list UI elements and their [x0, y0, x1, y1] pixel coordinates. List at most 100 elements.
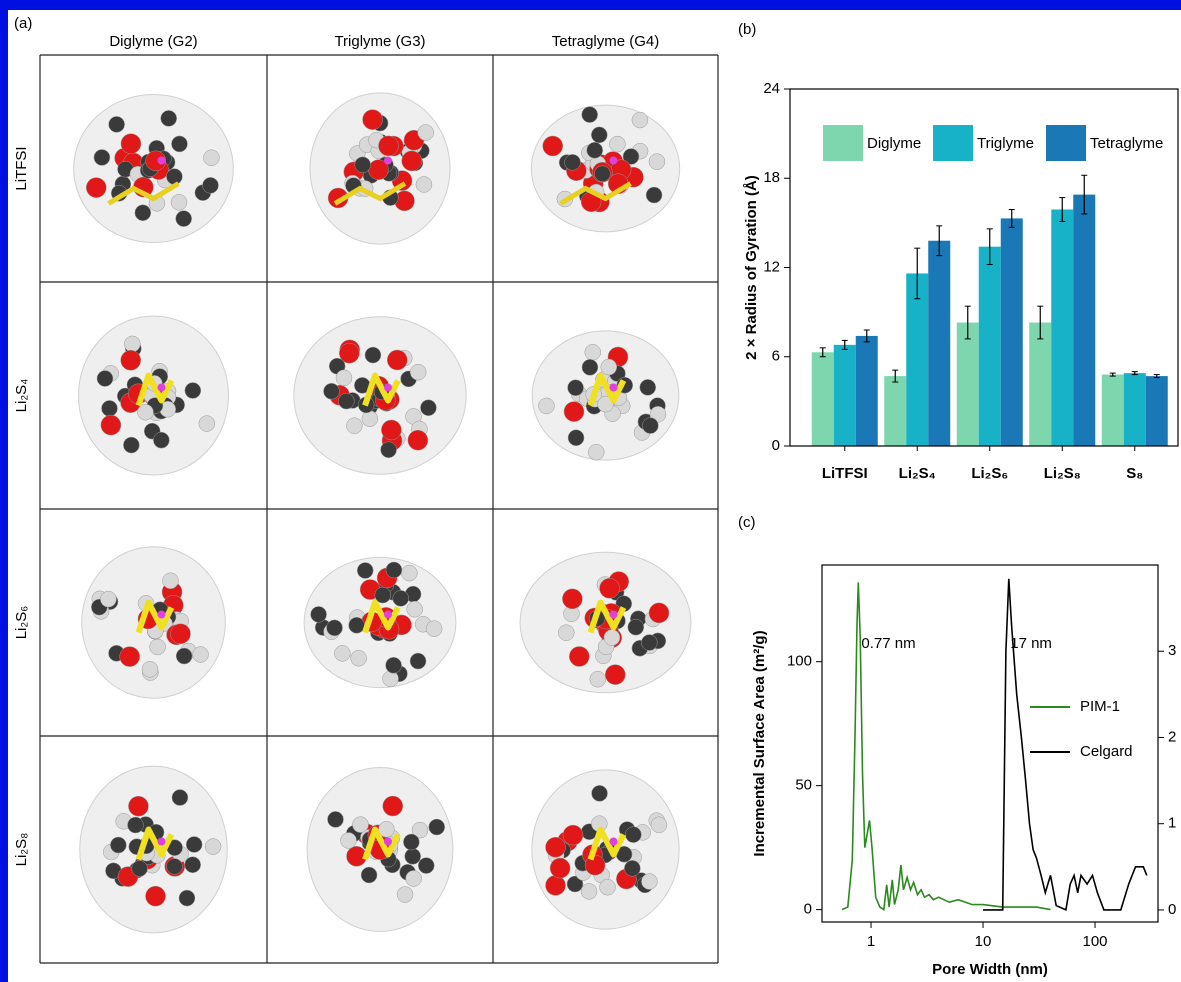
molecule: [309, 92, 451, 245]
molecule: [530, 104, 681, 233]
atom: [192, 646, 209, 663]
lithium: [157, 610, 166, 619]
bar: [928, 240, 951, 446]
lithium: [609, 610, 618, 619]
anion: [559, 181, 632, 206]
atom: [567, 429, 585, 447]
panel-label: (b): [738, 21, 756, 38]
atom: [409, 652, 427, 670]
atom: [609, 135, 626, 153]
atom: [562, 824, 584, 846]
atom: [382, 670, 399, 688]
y2-tick-label: 2: [1168, 728, 1176, 745]
legend-label: Tetraglyme: [1090, 135, 1163, 152]
sulfur-chain: [362, 826, 401, 861]
atom: [405, 870, 422, 887]
atom: [645, 186, 663, 204]
sulfur-chain: [587, 372, 627, 407]
atom: [93, 149, 111, 166]
atom: [171, 789, 189, 806]
atom: [396, 886, 414, 903]
y2-tick-label: 0: [1168, 901, 1176, 918]
atom: [401, 564, 418, 582]
atom: [128, 795, 149, 817]
atom: [334, 645, 351, 662]
bar: [833, 344, 856, 446]
annotation: 17 nm: [1010, 635, 1052, 652]
atom: [584, 344, 601, 361]
atom: [642, 417, 659, 434]
bar: [978, 246, 1001, 446]
y-tick-label: 6: [772, 348, 780, 365]
atom: [381, 419, 402, 441]
plot-frame: [821, 564, 1159, 923]
y-tick-label: 0: [772, 437, 780, 454]
sulfur-chain: [135, 826, 175, 861]
y2-tick-label: 1: [1168, 815, 1176, 832]
y-tick-label: 0: [804, 901, 812, 918]
bar: [884, 376, 907, 446]
molecule: [306, 767, 454, 932]
atom: [625, 826, 642, 843]
atom: [587, 443, 605, 461]
molecule: [531, 769, 680, 930]
lithium: [384, 383, 392, 392]
y-axis-title: 2 × Radius of Gyration (Å): [743, 175, 760, 360]
panel-label: (a): [14, 15, 32, 32]
line-series: [841, 582, 1051, 911]
atom: [166, 168, 183, 185]
atom: [567, 379, 584, 396]
y-tick-label: 50: [795, 777, 812, 794]
atom: [162, 572, 179, 589]
atom: [145, 885, 166, 907]
y-axis-title: Incremental Surface Area (m²/g): [751, 630, 768, 856]
atom: [96, 370, 114, 387]
atom: [352, 816, 369, 833]
atom: [110, 836, 127, 854]
atom: [198, 415, 216, 432]
atom: [362, 109, 383, 130]
atom: [428, 818, 445, 836]
atom: [100, 590, 117, 608]
atom: [600, 358, 617, 376]
atom: [326, 619, 343, 637]
x-tick-label: Li₂S₈: [1044, 465, 1081, 482]
lithium: [609, 837, 618, 846]
atom: [380, 441, 397, 458]
atom: [335, 369, 353, 387]
atom: [409, 363, 427, 381]
sulfur-chain: [587, 826, 627, 861]
legend-swatch: [823, 125, 863, 161]
atom: [171, 135, 188, 153]
atom: [175, 647, 193, 665]
lithium: [384, 156, 392, 165]
molecule: [79, 765, 228, 934]
bar: [1123, 373, 1146, 446]
atom: [425, 620, 443, 637]
y2-tick-label: 3: [1168, 642, 1176, 659]
line-series: [983, 578, 1148, 912]
bar: [956, 322, 979, 446]
atom: [202, 177, 219, 194]
atom: [599, 878, 616, 896]
row-header: LiTFSI: [13, 146, 30, 190]
atom: [591, 785, 608, 802]
frame-left: [0, 0, 8, 982]
molecule: [303, 556, 457, 689]
bar: [1145, 376, 1168, 446]
atom: [631, 111, 649, 129]
molecule: [77, 315, 230, 476]
x-tick-label: 1: [867, 933, 875, 950]
x-tick-label: LiTFSI: [822, 465, 868, 482]
bar: [1029, 322, 1052, 446]
atom: [622, 148, 640, 165]
sulfur-chain: [362, 372, 401, 407]
atom: [350, 649, 367, 667]
atom: [407, 429, 429, 451]
atom: [124, 335, 141, 353]
frame-top: [0, 0, 1181, 10]
atom: [101, 400, 118, 417]
column-header: Triglyme (G3): [334, 33, 425, 50]
x-tick-label: Li₂S₄: [899, 465, 936, 482]
